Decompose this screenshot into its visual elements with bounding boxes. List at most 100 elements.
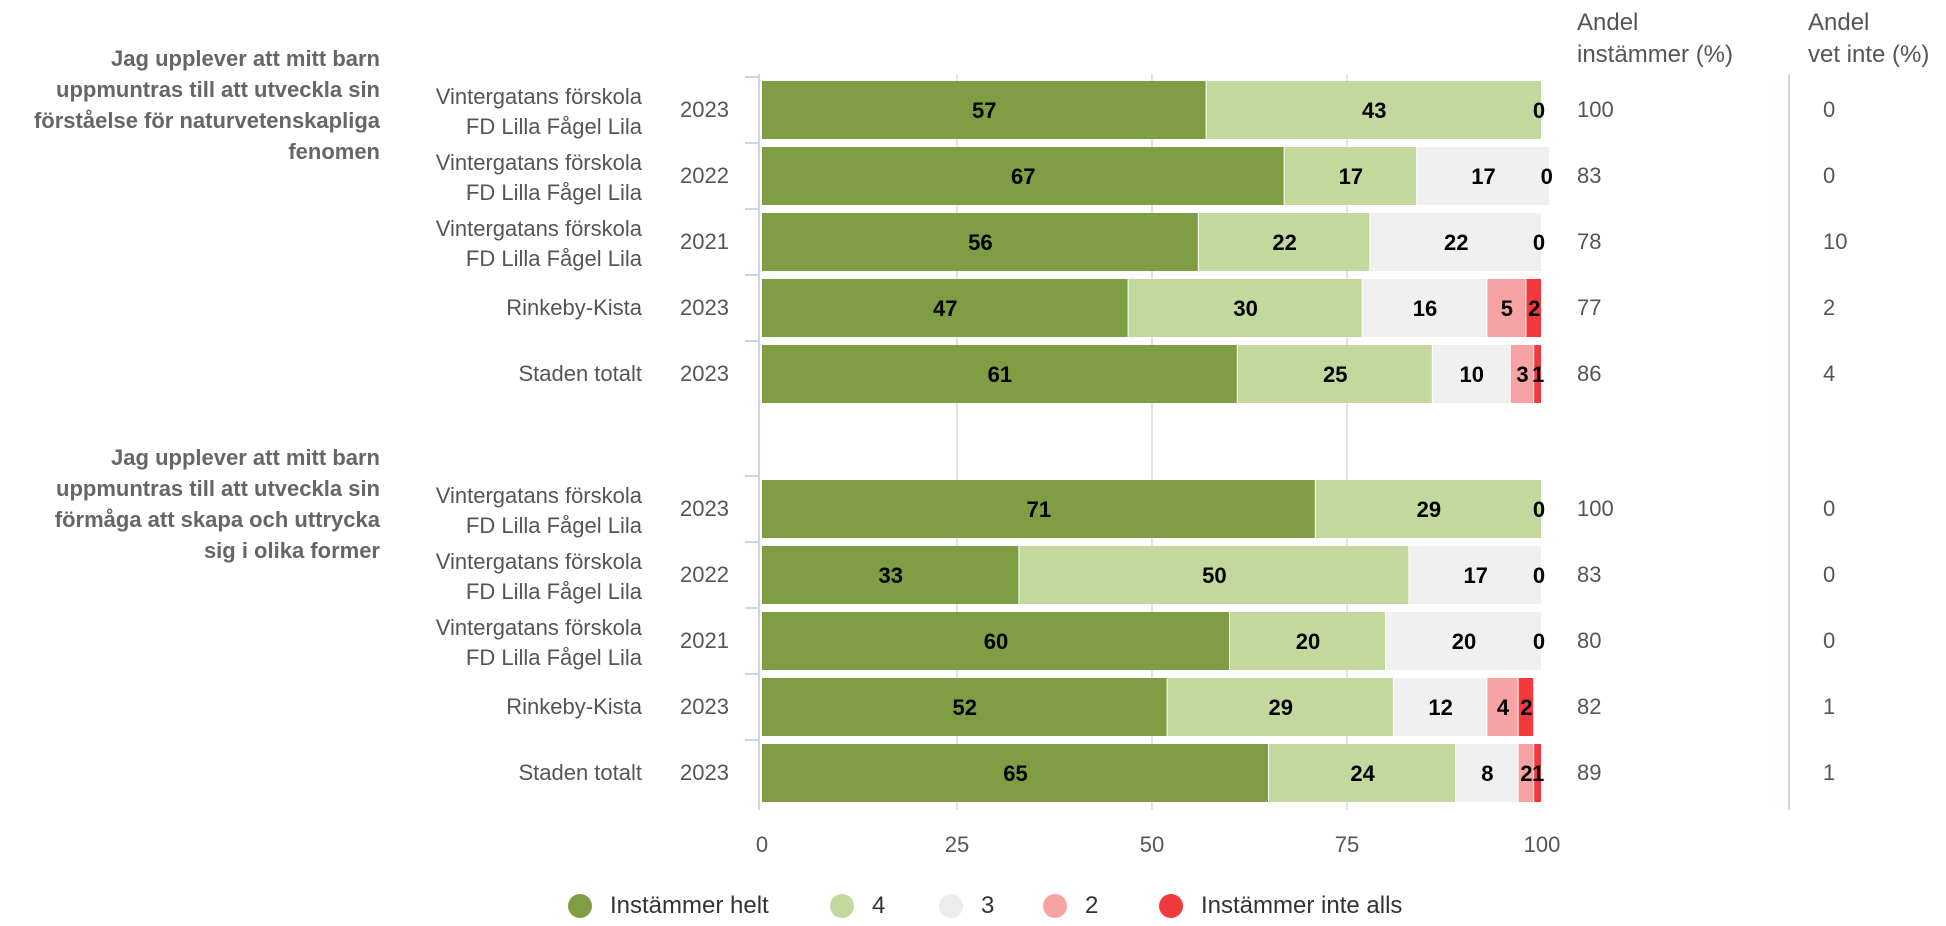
- dontknow-value: 1: [1823, 694, 1835, 719]
- data-label: 29: [1417, 497, 1441, 522]
- question-label: förståelse för naturvetenskapliga: [34, 108, 381, 133]
- bar-segment: [1456, 744, 1518, 802]
- data-label: 10: [1460, 362, 1484, 387]
- x-tick-label: 100: [1524, 832, 1561, 857]
- agree-value: 100: [1577, 496, 1614, 521]
- category-label: FD Lilla Fågel Lila: [466, 180, 643, 205]
- category-label: Rinkeby-Kista: [506, 295, 642, 320]
- data-label: 67: [1011, 164, 1035, 189]
- category-label: Staden totalt: [518, 361, 642, 386]
- legend-label: 3: [981, 892, 995, 919]
- x-tick-label: 50: [1140, 832, 1164, 857]
- year-label: 2022: [680, 562, 729, 587]
- legend-item[interactable]: 3: [939, 888, 994, 924]
- dontknow-value: 10: [1823, 229, 1847, 254]
- legend-item[interactable]: Instämmer inte alls: [1159, 888, 1402, 924]
- data-label: 56: [968, 230, 992, 255]
- question-label: sig i olika former: [204, 538, 380, 563]
- data-label: 25: [1323, 362, 1347, 387]
- data-label: 3: [1516, 362, 1528, 387]
- bar-segment: [1386, 612, 1541, 670]
- data-label: 20: [1452, 629, 1476, 654]
- dontknow-value: 4: [1823, 361, 1835, 386]
- category-label: Staden totalt: [518, 760, 642, 785]
- data-label: 30: [1233, 296, 1257, 321]
- header-agree: instämmer (%): [1577, 41, 1733, 68]
- agree-value: 80: [1577, 628, 1601, 653]
- data-label: 8: [1481, 761, 1493, 786]
- question-label: Jag upplever att mitt barn: [111, 445, 380, 470]
- legend-label: Instämmer helt: [610, 892, 769, 919]
- year-label: 2023: [680, 760, 729, 785]
- data-label: 43: [1362, 98, 1386, 123]
- data-label: 5: [1501, 296, 1513, 321]
- data-label: 60: [984, 629, 1008, 654]
- bar-segment: [1432, 345, 1510, 403]
- data-label: 22: [1272, 230, 1296, 255]
- year-label: 2021: [680, 229, 729, 254]
- bar-segment: [1019, 546, 1409, 604]
- category-label: FD Lilla Fågel Lila: [466, 579, 643, 604]
- bar-segment: [762, 147, 1284, 205]
- legend: Instämmer helt 4 3 2 Instämmer inte alls: [0, 888, 1946, 924]
- agree-value: 77: [1577, 295, 1601, 320]
- data-label: 0: [1533, 629, 1545, 654]
- data-label: 47: [933, 296, 957, 321]
- legend-label: Instämmer inte alls: [1201, 892, 1403, 919]
- bar-segment: [1206, 81, 1541, 139]
- category-label: Vintergatans förskola: [436, 549, 643, 574]
- category-label: Vintergatans förskola: [436, 84, 643, 109]
- bar-segment: [1487, 279, 1526, 337]
- question-label: Jag upplever att mitt barn: [111, 46, 380, 71]
- category-label: Vintergatans förskola: [436, 216, 643, 241]
- legend-label: 4: [872, 892, 886, 919]
- question-label: förmåga att skapa och uttrycka: [55, 507, 381, 532]
- year-label: 2023: [680, 496, 729, 521]
- bar-segment: [1409, 546, 1541, 604]
- category-label: Rinkeby-Kista: [506, 694, 642, 719]
- data-label: 0: [1533, 563, 1545, 588]
- bar-segment: [762, 546, 1019, 604]
- year-label: 2023: [680, 295, 729, 320]
- bar-segment: [1518, 678, 1534, 736]
- agree-value: 89: [1577, 760, 1601, 785]
- bar-segment: [762, 345, 1237, 403]
- x-tick-label: 75: [1335, 832, 1359, 857]
- header-agree: Andel: [1577, 9, 1638, 36]
- agree-value: 83: [1577, 163, 1601, 188]
- bar-segment: [1230, 612, 1385, 670]
- data-label: 22: [1444, 230, 1468, 255]
- bar-segment: [1269, 744, 1456, 802]
- agree-value: 83: [1577, 562, 1601, 587]
- data-label: 2: [1528, 296, 1540, 321]
- bar-segment: [762, 678, 1167, 736]
- data-label: 29: [1268, 695, 1292, 720]
- category-label: FD Lilla Fågel Lila: [466, 513, 643, 538]
- bar-segment: [1510, 345, 1534, 403]
- category-label: FD Lilla Fågel Lila: [466, 246, 643, 271]
- dontknow-value: 1: [1823, 760, 1835, 785]
- dontknow-value: 0: [1823, 496, 1835, 521]
- dontknow-value: 0: [1823, 562, 1835, 587]
- year-label: 2023: [680, 361, 729, 386]
- data-label: 0: [1533, 230, 1545, 255]
- legend-item[interactable]: 4: [830, 888, 885, 924]
- data-label: 4: [1497, 695, 1510, 720]
- data-label: 57: [972, 98, 996, 123]
- agree-value: 100: [1577, 97, 1614, 122]
- x-tick-label: 0: [756, 832, 768, 857]
- bar-segment: [1487, 678, 1518, 736]
- category-label: FD Lilla Fågel Lila: [466, 645, 643, 670]
- bar-segment: [1128, 279, 1362, 337]
- dontknow-value: 0: [1823, 163, 1835, 188]
- bar-segment: [762, 744, 1268, 802]
- bar-segment: [762, 480, 1315, 538]
- category-label: Vintergatans förskola: [436, 150, 643, 175]
- legend-item[interactable]: 2: [1043, 888, 1098, 924]
- legend-item[interactable]: Instämmer helt: [568, 888, 769, 924]
- category-label: FD Lilla Fågel Lila: [466, 114, 643, 139]
- bar-segment: [1315, 480, 1541, 538]
- bar-segment: [1526, 279, 1541, 337]
